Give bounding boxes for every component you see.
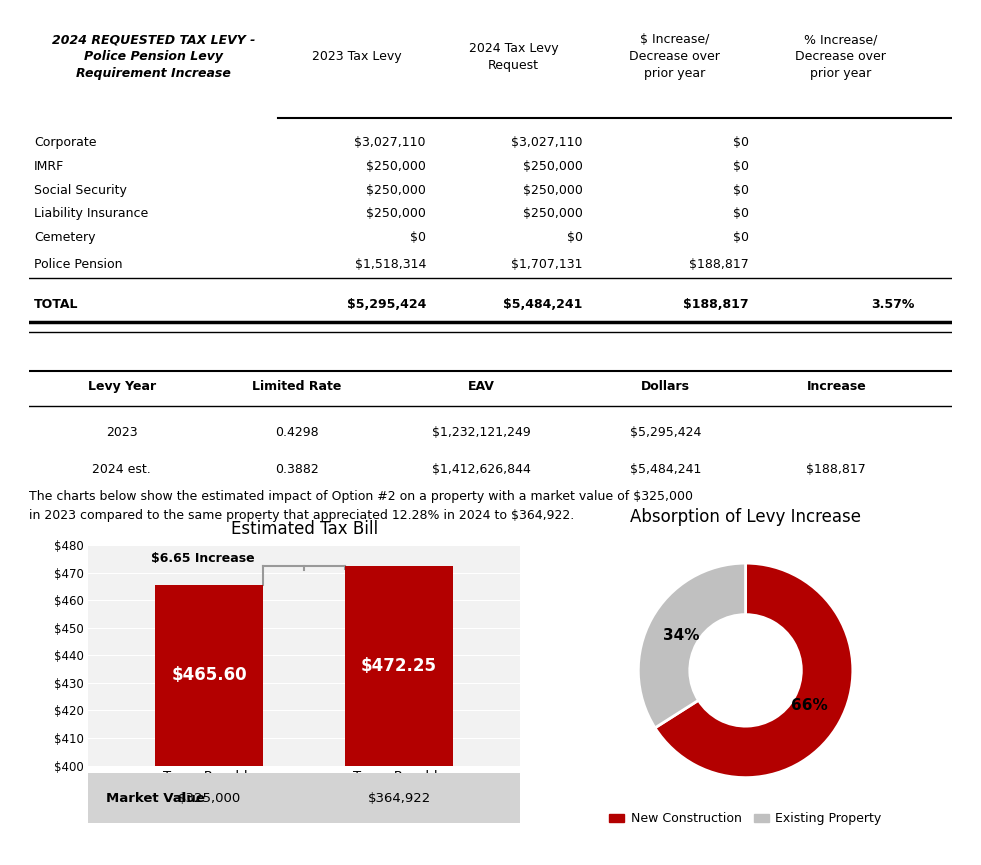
Text: $465.60: $465.60 xyxy=(172,666,247,684)
Text: $0: $0 xyxy=(733,231,749,244)
Text: $250,000: $250,000 xyxy=(523,208,583,221)
Text: $1,707,131: $1,707,131 xyxy=(511,258,583,271)
Text: $3,027,110: $3,027,110 xyxy=(354,137,426,150)
Text: EAV: EAV xyxy=(468,381,494,394)
Text: % Increase/
Decrease over
prior year: % Increase/ Decrease over prior year xyxy=(796,34,887,80)
Text: 2023: 2023 xyxy=(106,426,137,439)
Text: 34%: 34% xyxy=(663,628,699,643)
Text: 0.4298: 0.4298 xyxy=(275,426,319,439)
Text: IMRF: IMRF xyxy=(34,160,65,173)
Text: $5,295,424: $5,295,424 xyxy=(346,298,426,311)
Text: $3,027,110: $3,027,110 xyxy=(511,137,583,150)
Text: Increase: Increase xyxy=(806,381,866,394)
Text: $0: $0 xyxy=(733,137,749,150)
Text: Limited Rate: Limited Rate xyxy=(252,381,341,394)
Text: 3.57%: 3.57% xyxy=(871,298,914,311)
Text: $0: $0 xyxy=(733,183,749,196)
Text: $364,922: $364,922 xyxy=(368,791,431,805)
Bar xyxy=(345,567,453,766)
Text: The charts below show the estimated impact of Option #2 on a property with a mar: The charts below show the estimated impa… xyxy=(29,490,694,522)
Legend: New Construction, Existing Property: New Construction, Existing Property xyxy=(604,807,887,830)
Text: $ Increase/
Decrease over
prior year: $ Increase/ Decrease over prior year xyxy=(630,34,720,80)
Text: $250,000: $250,000 xyxy=(523,183,583,196)
Text: $0: $0 xyxy=(567,231,583,244)
Text: $188,817: $188,817 xyxy=(683,298,749,311)
Text: $1,232,121,249: $1,232,121,249 xyxy=(432,426,531,439)
Text: $1,518,314: $1,518,314 xyxy=(354,258,426,271)
Text: $5,484,241: $5,484,241 xyxy=(630,464,701,477)
Text: 2024 est.: 2024 est. xyxy=(92,464,151,477)
Text: 2023 Tax Levy: 2023 Tax Levy xyxy=(312,50,401,63)
Text: $0: $0 xyxy=(733,160,749,173)
Text: Levy Year: Levy Year xyxy=(87,381,156,394)
Text: Police Pension: Police Pension xyxy=(34,258,123,271)
Text: $472.25: $472.25 xyxy=(361,657,438,675)
Text: 0.3882: 0.3882 xyxy=(275,464,319,477)
Text: $250,000: $250,000 xyxy=(366,208,426,221)
Text: $250,000: $250,000 xyxy=(366,183,426,196)
Text: $325,000: $325,000 xyxy=(178,791,240,805)
Wedge shape xyxy=(639,563,746,727)
Text: $250,000: $250,000 xyxy=(366,160,426,173)
Text: $0: $0 xyxy=(410,231,426,244)
Text: $6.65 Increase: $6.65 Increase xyxy=(151,553,254,566)
Text: $5,484,241: $5,484,241 xyxy=(503,298,583,311)
Text: Cemetery: Cemetery xyxy=(34,231,95,244)
Text: $250,000: $250,000 xyxy=(523,160,583,173)
Text: $1,412,626,844: $1,412,626,844 xyxy=(432,464,531,477)
Text: Dollars: Dollars xyxy=(642,381,691,394)
Title: Absorption of Levy Increase: Absorption of Levy Increase xyxy=(630,509,861,527)
Text: 66%: 66% xyxy=(791,698,828,713)
Text: Market Value: Market Value xyxy=(106,791,204,805)
Text: $5,295,424: $5,295,424 xyxy=(630,426,701,439)
Text: 2024 Tax Levy
Request: 2024 Tax Levy Request xyxy=(469,42,558,72)
Text: Social Security: Social Security xyxy=(34,183,127,196)
Text: Corporate: Corporate xyxy=(34,137,96,150)
Bar xyxy=(155,585,263,766)
Title: Estimated Tax Bill: Estimated Tax Bill xyxy=(231,520,378,538)
Text: 2024 REQUESTED TAX LEVY -
Police Pension Levy
Requirement Increase: 2024 REQUESTED TAX LEVY - Police Pension… xyxy=(52,34,256,80)
Text: TOTAL: TOTAL xyxy=(34,298,78,311)
Text: $188,817: $188,817 xyxy=(689,258,749,271)
Wedge shape xyxy=(655,563,852,778)
Text: Liability Insurance: Liability Insurance xyxy=(34,208,148,221)
Text: $188,817: $188,817 xyxy=(806,464,866,477)
Text: $0: $0 xyxy=(733,208,749,221)
